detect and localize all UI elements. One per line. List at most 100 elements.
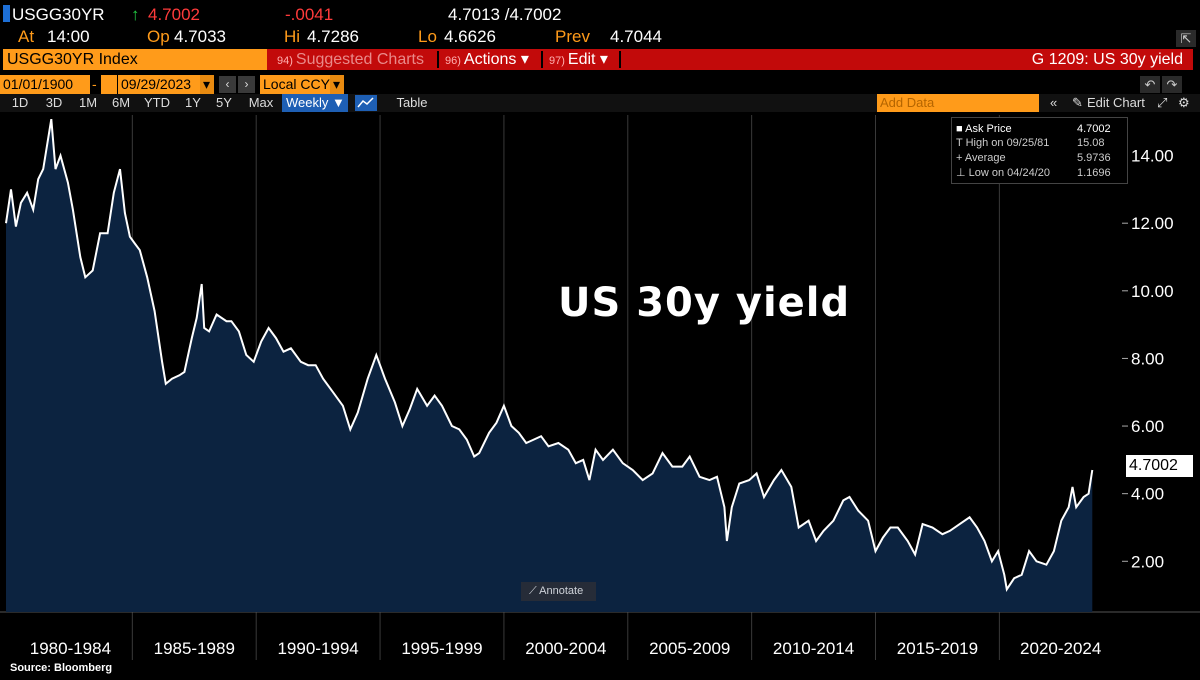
- y-tick-label: 4.00: [1131, 485, 1164, 504]
- up-arrow-icon: ↑: [131, 5, 140, 24]
- start-date-field[interactable]: 01/01/1900: [0, 75, 90, 94]
- chart-legend: ■ Ask Price 4.7002 T High on 09/25/81 15…: [951, 117, 1128, 184]
- range-3d[interactable]: 3D: [45, 95, 63, 110]
- x-tick-label: 1985-1989: [154, 639, 235, 658]
- chart-title: G 1209: US 30y yield: [1031, 51, 1183, 68]
- open-label: Op: [147, 27, 170, 46]
- suggested-charts-button[interactable]: 94) Suggested Charts: [271, 49, 430, 70]
- ticker-flag: [3, 5, 10, 22]
- legend-average-value: 5.9736: [1077, 152, 1111, 164]
- legend-label: Ask Price: [965, 123, 1012, 135]
- low-marker-icon: ⊥: [956, 167, 966, 179]
- x-axis: 1980-1984 1985-1989 1990-1994 1995-1999 2000…: [30, 639, 1102, 658]
- yield-chart[interactable]: 2.00 4.00 6.00 8.00 10.00 12.00 14.00 1980-198…: [0, 112, 1200, 660]
- line-chart-icon[interactable]: [355, 95, 377, 111]
- low-label: Lo: [418, 27, 437, 46]
- y-tick-label: 10.00: [1131, 282, 1174, 301]
- net-change: -.0041: [285, 5, 334, 24]
- security-field[interactable]: USGG30YR Index: [3, 49, 267, 70]
- actions-code: 96): [445, 55, 461, 67]
- at-value: 14:00: [47, 27, 90, 46]
- last-value-label: 4.7002: [1126, 455, 1193, 477]
- x-tick-label: 2020-2024: [1020, 639, 1101, 658]
- prev-value: 4.7044: [610, 27, 662, 46]
- range-1d[interactable]: 1D: [11, 95, 29, 110]
- divider: [619, 51, 621, 68]
- legend-ask-label: ■ Ask Price: [956, 122, 1012, 136]
- y-tick-label: 12.00: [1131, 214, 1174, 233]
- end-date-field[interactable]: 09/29/2023: [118, 75, 200, 94]
- x-tick-label: 2010-2014: [773, 639, 854, 658]
- divider: [541, 51, 543, 68]
- annotate-button[interactable]: ⟋ Annotate: [521, 582, 596, 601]
- end-dropdown-icon[interactable]: ▾: [200, 75, 214, 94]
- title-bar: USGG30YR Index 94) Suggested Charts 96) Ac…: [3, 49, 1193, 70]
- y-tick-label: 2.00: [1131, 552, 1164, 571]
- source-note: Source: Bloomberg: [10, 662, 113, 674]
- currency-field[interactable]: Local CCY: [260, 75, 330, 94]
- legend-label: Low on 04/24/20: [968, 167, 1051, 179]
- collapse-icon[interactable]: «: [1050, 95, 1058, 110]
- x-tick-label: 1995-1999: [401, 639, 482, 658]
- date-separator: -: [92, 76, 97, 92]
- x-tick-label: 2015-2019: [897, 639, 978, 658]
- legend-high-value: 15.08: [1077, 137, 1105, 149]
- table-button[interactable]: Table: [396, 95, 428, 110]
- low-value: 4.6626: [444, 27, 496, 46]
- range-1y[interactable]: 1Y: [185, 95, 201, 110]
- average-marker-icon: +: [956, 152, 963, 164]
- legend-label: High on 09/25/81: [965, 137, 1050, 149]
- high-marker-icon: T: [956, 137, 963, 149]
- square-icon: ■: [956, 123, 963, 135]
- popout-icon[interactable]: ⇱: [1176, 30, 1196, 47]
- range-5y[interactable]: 5Y: [216, 95, 232, 110]
- legend-average-label: + Average: [956, 151, 1006, 165]
- actions-label: Actions ▾: [463, 51, 529, 68]
- redo-icon[interactable]: ↷: [1162, 76, 1182, 93]
- start-date-dropdown[interactable]: [101, 75, 117, 94]
- add-data-input[interactable]: Add Data: [877, 94, 1039, 112]
- next-period-icon[interactable]: ›: [238, 76, 255, 93]
- currency-dropdown-icon[interactable]: ▾: [330, 75, 344, 94]
- legend-low-label: ⊥ Low on 04/24/20: [956, 166, 1050, 180]
- range-row: 1D 3D 1M 6M YTD 1Y 5Y Max Weekly ▼ Table…: [0, 94, 1200, 112]
- yield-line: [5, 118, 1094, 592]
- range-max[interactable]: Max: [248, 95, 274, 110]
- edit-chart-icon[interactable]: ✎: [1072, 95, 1083, 110]
- legend-label: Average: [964, 152, 1006, 164]
- legend-high-label: T High on 09/25/81: [956, 136, 1049, 150]
- gear-icon[interactable]: ⚙: [1178, 95, 1190, 110]
- ticker[interactable]: USGG30YR: [12, 5, 105, 24]
- divider: [437, 51, 439, 68]
- x-tick-label: 2000-2004: [525, 639, 606, 658]
- x-tick-label: 1980-1984: [30, 639, 111, 658]
- edit-label: Edit ▾: [567, 51, 608, 68]
- suggested-label: Suggested Charts: [295, 51, 424, 68]
- frequency-dropdown[interactable]: Weekly ▼: [282, 94, 348, 112]
- high-label: Hi: [284, 27, 301, 46]
- edit-chart-button[interactable]: Edit Chart: [1087, 95, 1145, 110]
- resize-icon[interactable]: ⤢: [1157, 95, 1168, 110]
- y-axis: 2.00 4.00 6.00 8.00 10.00 12.00 14.00: [1122, 147, 1174, 571]
- edit-code: 97): [549, 55, 565, 67]
- prev-label: Prev: [555, 27, 590, 46]
- high-value: 4.7286: [307, 27, 359, 46]
- y-tick-label: 14.00: [1131, 147, 1174, 166]
- actions-button[interactable]: 96) Actions ▾: [439, 49, 535, 70]
- range-6m[interactable]: 6M: [111, 95, 131, 110]
- range-1m[interactable]: 1M: [78, 95, 98, 110]
- annotate-icon: ⟋: [529, 585, 537, 597]
- annotate-label: Annotate: [539, 585, 584, 597]
- chart-annotation-title: US 30y yield: [558, 280, 851, 326]
- x-tick-label: 1990-1994: [277, 639, 358, 658]
- edit-button[interactable]: 97) Edit ▾: [543, 49, 614, 70]
- legend-low-value: 1.1696: [1077, 167, 1111, 179]
- date-row: 01/01/1900 - 09/29/2023 ▾ ‹ › Local CCY …: [0, 30, 1200, 94]
- undo-icon[interactable]: ↶: [1140, 76, 1160, 93]
- prev-period-icon[interactable]: ‹: [219, 76, 236, 93]
- open-value: 4.7033: [174, 27, 226, 46]
- last-price: 4.7002: [148, 5, 200, 24]
- yield-area: [6, 119, 1093, 612]
- bid-ask: 4.7013 /4.7002: [448, 5, 562, 24]
- range-ytd[interactable]: YTD: [144, 95, 170, 110]
